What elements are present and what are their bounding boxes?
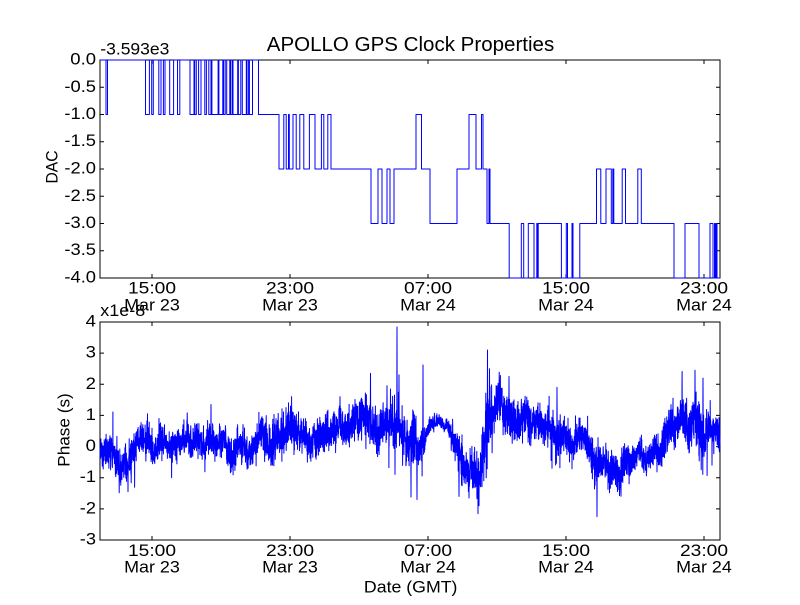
svg-text:3: 3 xyxy=(86,343,96,362)
svg-text:Mar 24: Mar 24 xyxy=(676,558,732,577)
svg-text:-1: -1 xyxy=(80,467,96,486)
svg-text:23:00: 23:00 xyxy=(680,541,728,560)
svg-text:0.0: 0.0 xyxy=(70,50,96,69)
svg-text:-4.0: -4.0 xyxy=(64,268,96,287)
svg-text:Phase (s): Phase (s) xyxy=(54,393,73,467)
svg-text:APOLLO GPS Clock Properties: APOLLO GPS Clock Properties xyxy=(267,33,555,56)
svg-text:Mar 24: Mar 24 xyxy=(538,558,594,577)
svg-text:2: 2 xyxy=(86,374,96,393)
svg-text:0: 0 xyxy=(86,436,96,455)
svg-text:Mar 23: Mar 23 xyxy=(262,558,318,577)
svg-text:Mar 23: Mar 23 xyxy=(124,296,180,315)
svg-text:-3.5: -3.5 xyxy=(64,240,96,259)
svg-text:23:00: 23:00 xyxy=(266,279,314,298)
svg-text:-0.5: -0.5 xyxy=(64,77,96,96)
svg-text:-3: -3 xyxy=(80,530,96,549)
svg-text:Mar 23: Mar 23 xyxy=(124,558,180,577)
svg-text:Mar 24: Mar 24 xyxy=(676,296,732,315)
svg-text:-3.593e3: -3.593e3 xyxy=(100,40,169,59)
svg-text:-1.0: -1.0 xyxy=(64,104,96,123)
svg-text:15:00: 15:00 xyxy=(542,541,590,560)
svg-text:-1.5: -1.5 xyxy=(64,131,96,150)
svg-text:1: 1 xyxy=(86,405,96,424)
svg-text:Date (GMT): Date (GMT) xyxy=(364,577,458,596)
svg-text:15:00: 15:00 xyxy=(542,279,590,298)
svg-text:Mar 24: Mar 24 xyxy=(400,296,456,315)
svg-text:-2.5: -2.5 xyxy=(64,186,96,205)
svg-text:Mar 24: Mar 24 xyxy=(400,558,456,577)
svg-text:-3.0: -3.0 xyxy=(64,213,96,232)
svg-text:07:00: 07:00 xyxy=(404,279,452,298)
svg-text:x1e-8: x1e-8 xyxy=(100,301,145,320)
svg-text:23:00: 23:00 xyxy=(680,279,728,298)
svg-text:15:00: 15:00 xyxy=(128,279,176,298)
svg-text:-2.0: -2.0 xyxy=(64,159,96,178)
svg-text:4: 4 xyxy=(86,312,96,331)
svg-text:15:00: 15:00 xyxy=(128,541,176,560)
svg-text:Mar 24: Mar 24 xyxy=(538,296,594,315)
svg-text:Mar 23: Mar 23 xyxy=(262,296,318,315)
svg-text:23:00: 23:00 xyxy=(266,541,314,560)
svg-text:07:00: 07:00 xyxy=(404,541,452,560)
svg-text:-2: -2 xyxy=(80,498,96,517)
svg-text:DAC: DAC xyxy=(42,151,61,184)
